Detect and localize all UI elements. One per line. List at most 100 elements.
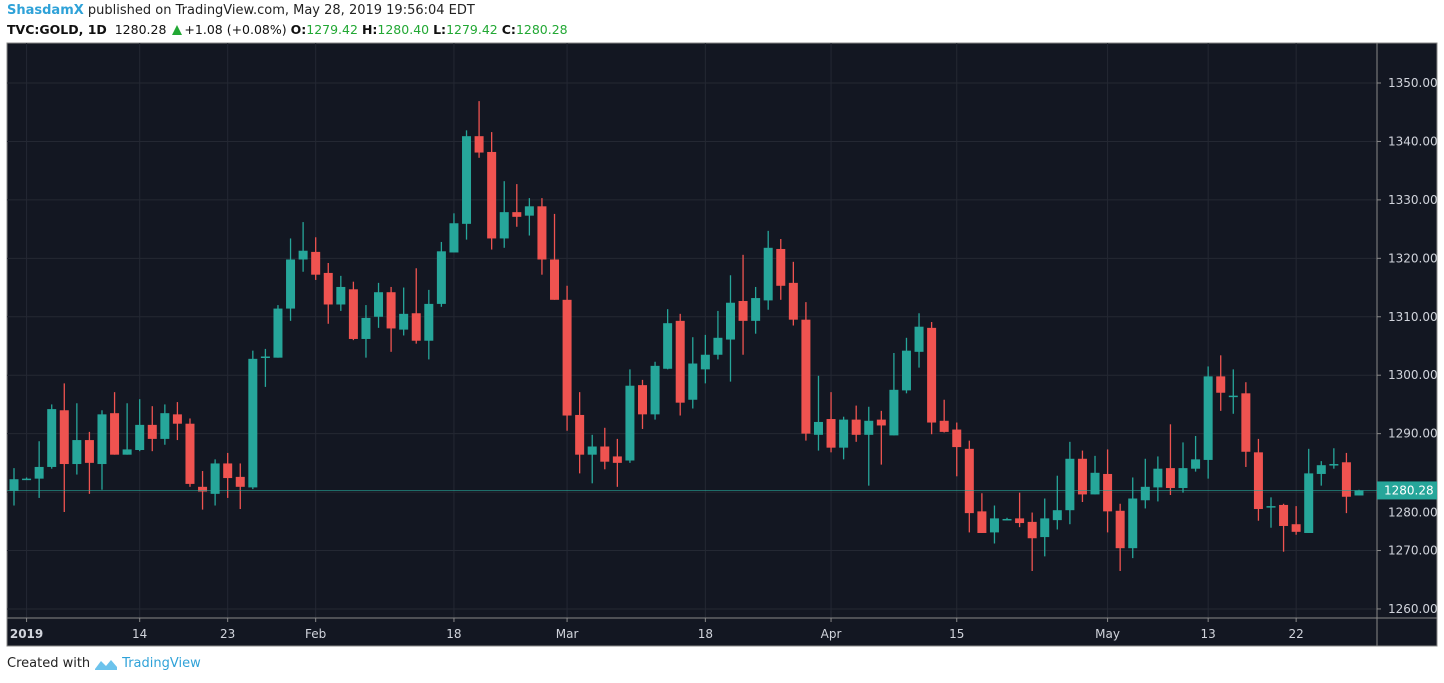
price-change: +1.08 (+0.08%) <box>184 22 287 37</box>
grid <box>7 43 1377 618</box>
price-axis[interactable]: 1260.00 1270.00 1280.00 1290.00 1300.00 1310.… <box>1377 76 1438 616</box>
candle <box>374 282 384 328</box>
last-price-marker: 1280.28 <box>7 481 1437 500</box>
x-tick-label: 14 <box>132 627 147 641</box>
candle-body <box>675 320 685 403</box>
y-tick-label: 1270.00 <box>1388 544 1438 558</box>
candle <box>22 477 32 481</box>
candle-body <box>59 410 69 465</box>
candle <box>1165 424 1175 496</box>
candle <box>625 369 635 463</box>
candle <box>575 392 585 474</box>
candle <box>826 392 836 453</box>
candle <box>97 410 107 490</box>
y-tick-label: 1290.00 <box>1388 427 1438 441</box>
tradingview-logo-icon[interactable] <box>94 657 118 671</box>
candle <box>1316 461 1326 486</box>
author-link[interactable]: ShasdamX <box>7 3 84 18</box>
candle-body <box>751 298 761 321</box>
candle-body <box>1241 393 1251 452</box>
candle <box>323 262 333 324</box>
candle-body <box>876 419 886 426</box>
candle-body <box>223 463 233 479</box>
y-tick-label: 1280.00 <box>1388 505 1438 519</box>
candle-body <box>738 300 748 321</box>
candle <box>1077 450 1087 503</box>
candle <box>927 322 937 435</box>
candle-body <box>663 323 673 369</box>
candle-body <box>449 223 459 253</box>
candle <box>235 463 245 510</box>
candle-body <box>575 414 585 455</box>
candle <box>298 222 308 272</box>
candle-body <box>864 420 874 435</box>
candle <box>411 268 421 344</box>
candle <box>1216 355 1226 411</box>
symbol-legend: TVC:GOLD, 1D 1280.28 +1.08 (+0.08%) O:12… <box>7 22 568 38</box>
candle <box>1329 448 1339 469</box>
tradingview-link[interactable]: TradingView <box>122 656 201 671</box>
candle <box>1015 492 1025 528</box>
x-tick-label: 18 <box>698 627 713 641</box>
candle-body <box>952 429 962 448</box>
candle <box>801 302 811 441</box>
candle-body <box>336 286 346 305</box>
candle <box>361 305 371 358</box>
candle <box>675 313 685 416</box>
candle <box>839 416 849 460</box>
candle <box>462 130 472 240</box>
candle <box>436 241 446 307</box>
candle <box>424 289 434 360</box>
candle <box>160 404 170 445</box>
candle <box>901 337 911 394</box>
candle <box>550 213 560 300</box>
candle-body <box>1090 472 1100 495</box>
candle-body <box>9 479 19 491</box>
candle <box>663 309 673 370</box>
candle <box>1052 475 1062 530</box>
candle-body <box>135 424 145 451</box>
candle <box>1040 498 1050 557</box>
candle <box>939 399 949 433</box>
candle-body <box>851 419 861 435</box>
candle-body <box>1253 452 1263 510</box>
candle-body <box>776 248 786 286</box>
candle-body <box>411 313 421 341</box>
candle-body <box>550 259 560 300</box>
candle <box>864 406 874 486</box>
candle <box>537 198 547 275</box>
x-tick-label: 23 <box>220 627 235 641</box>
candle <box>1203 366 1213 479</box>
y-tick-label: 1340.00 <box>1388 134 1438 148</box>
candle-body <box>122 449 132 455</box>
candle-body <box>1203 376 1213 460</box>
candle <box>914 313 924 368</box>
candle <box>1279 503 1289 552</box>
candle <box>1266 497 1276 528</box>
candle-body <box>826 419 836 448</box>
last-price-tag-label: 1280.28 <box>1384 483 1434 497</box>
candle-body <box>1115 510 1125 549</box>
x-tick-label: Apr <box>821 627 842 641</box>
candle-body <box>1153 468 1163 488</box>
candle-body <box>813 421 823 435</box>
time-axis[interactable]: 2019 14 23 Feb 18 Mar 18 Apr 15 May 13 22 <box>10 618 1304 641</box>
candle-body <box>436 251 446 304</box>
candle-body <box>248 358 258 488</box>
candle-body <box>47 409 57 467</box>
candle <box>612 438 622 487</box>
candle-body <box>311 251 321 275</box>
candle-body <box>286 259 296 309</box>
candle-body <box>487 151 497 239</box>
candle <box>788 261 798 326</box>
candle-body <box>386 292 396 329</box>
last-price: 1280.28 <box>114 22 167 37</box>
candle <box>851 405 861 442</box>
candle-body <box>1216 376 1226 393</box>
candle <box>713 310 723 360</box>
candle <box>110 392 120 455</box>
candle <box>286 238 296 321</box>
low-label: L: <box>433 22 447 37</box>
candle-body <box>399 313 409 330</box>
